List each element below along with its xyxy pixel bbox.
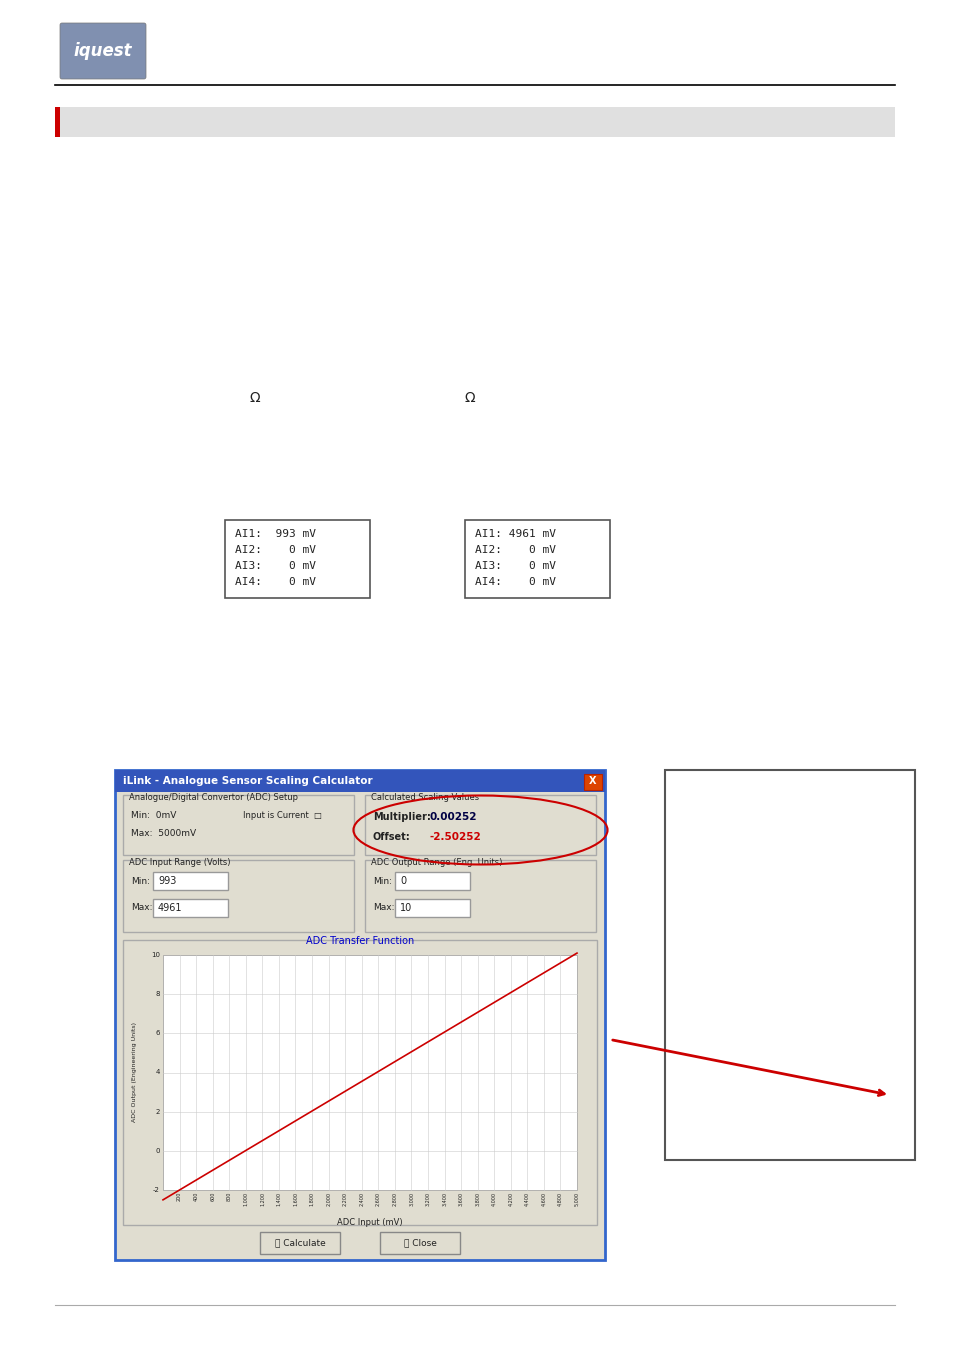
Text: Input is Current  □: Input is Current □ — [243, 811, 321, 820]
Bar — [55, 107, 60, 136]
Text: Ω: Ω — [464, 390, 475, 405]
Text: AI2:    0 mV: AI2: 0 mV — [234, 544, 315, 555]
Text: Offset:: Offset: — [373, 832, 411, 842]
Text: 600: 600 — [210, 1192, 215, 1201]
Bar — [395, 898, 470, 917]
Text: 2,000: 2,000 — [326, 1192, 331, 1206]
Text: 993: 993 — [158, 875, 176, 886]
Bar — [152, 871, 228, 890]
Bar — [583, 774, 601, 790]
Text: 1,200: 1,200 — [259, 1192, 265, 1206]
Text: 1,400: 1,400 — [276, 1192, 281, 1206]
Text: 2: 2 — [155, 1109, 160, 1115]
Bar — [664, 770, 914, 1161]
Text: 4,200: 4,200 — [508, 1192, 513, 1206]
Text: Min:: Min: — [131, 878, 150, 886]
Text: 200: 200 — [177, 1192, 182, 1201]
Text: AI4:    0 mV: AI4: 0 mV — [234, 577, 315, 586]
Bar — [225, 520, 370, 598]
Text: Max:: Max: — [131, 904, 152, 912]
Text: 1,600: 1,600 — [293, 1192, 297, 1206]
Text: 800: 800 — [227, 1192, 232, 1201]
Bar — [464, 520, 609, 598]
Bar — [379, 1232, 459, 1254]
Text: 4,800: 4,800 — [558, 1192, 562, 1206]
Bar — [365, 794, 596, 855]
Text: 6: 6 — [155, 1031, 160, 1036]
Text: 3,800: 3,800 — [475, 1192, 479, 1206]
Text: Min:: Min: — [373, 878, 392, 886]
Text: 2,800: 2,800 — [392, 1192, 396, 1206]
Text: AI1:  993 mV: AI1: 993 mV — [234, 530, 315, 539]
Text: 10: 10 — [399, 902, 412, 913]
Text: 3,200: 3,200 — [425, 1192, 430, 1206]
Text: ADC Transfer Function: ADC Transfer Function — [306, 936, 414, 946]
Bar — [115, 770, 604, 1260]
Bar — [365, 861, 596, 932]
Text: 0.00252: 0.00252 — [430, 812, 477, 821]
Text: 400: 400 — [193, 1192, 198, 1201]
Text: 4,000: 4,000 — [491, 1192, 497, 1206]
Text: 4961: 4961 — [158, 902, 182, 913]
Text: 3,400: 3,400 — [441, 1192, 447, 1206]
Text: 8: 8 — [155, 992, 160, 997]
Text: Min:  0mV: Min: 0mV — [131, 811, 176, 820]
Bar — [123, 794, 354, 855]
Text: 0: 0 — [399, 875, 406, 886]
Text: AI3:    0 mV: AI3: 0 mV — [234, 561, 315, 571]
Bar — [123, 940, 597, 1225]
Text: ADC Input (mV): ADC Input (mV) — [336, 1219, 402, 1227]
Text: 4: 4 — [155, 1070, 160, 1075]
Text: Multiplier:: Multiplier: — [373, 812, 431, 821]
Text: ADC Input Range (Volts): ADC Input Range (Volts) — [129, 858, 231, 867]
Text: -2.50252: -2.50252 — [430, 832, 481, 842]
Bar — [260, 1232, 339, 1254]
Text: iLink - Analogue Sensor Scaling Calculator: iLink - Analogue Sensor Scaling Calculat… — [123, 775, 373, 786]
Text: 2,400: 2,400 — [359, 1192, 364, 1206]
Text: AI3:    0 mV: AI3: 0 mV — [475, 561, 556, 571]
Text: 4,600: 4,600 — [540, 1192, 546, 1206]
Text: 🖳 Close: 🖳 Close — [403, 1239, 436, 1247]
Text: 1,000: 1,000 — [243, 1192, 248, 1206]
Text: Max:: Max: — [373, 904, 395, 912]
Text: iquest: iquest — [73, 42, 132, 59]
FancyBboxPatch shape — [60, 23, 146, 78]
Text: 3,600: 3,600 — [458, 1192, 463, 1206]
Text: AI4:    0 mV: AI4: 0 mV — [475, 577, 556, 586]
Text: 0: 0 — [155, 1148, 160, 1154]
Text: 🖳 Calculate: 🖳 Calculate — [274, 1239, 325, 1247]
Bar — [163, 955, 577, 1190]
Text: ADC Output (Engineering Units): ADC Output (Engineering Units) — [132, 1023, 137, 1123]
Bar — [152, 898, 228, 917]
Bar — [123, 861, 354, 932]
Bar — [55, 107, 894, 136]
Text: Analogue/Digital Convertor (ADC) Setup: Analogue/Digital Convertor (ADC) Setup — [129, 793, 297, 802]
Text: 2,600: 2,600 — [375, 1192, 380, 1206]
Bar — [395, 871, 470, 890]
Text: Calculated Scaling Values: Calculated Scaling Values — [371, 793, 478, 802]
Text: 1,800: 1,800 — [309, 1192, 314, 1206]
Text: AI1: 4961 mV: AI1: 4961 mV — [475, 530, 556, 539]
Text: Ω: Ω — [250, 390, 260, 405]
Text: 4,400: 4,400 — [524, 1192, 529, 1206]
Text: X: X — [589, 775, 597, 786]
Text: 2,200: 2,200 — [342, 1192, 347, 1206]
Text: 10: 10 — [151, 952, 160, 958]
Text: -2: -2 — [153, 1188, 160, 1193]
Text: AI2:    0 mV: AI2: 0 mV — [475, 544, 556, 555]
Text: Max:  5000mV: Max: 5000mV — [131, 828, 196, 838]
Text: 3,000: 3,000 — [409, 1192, 414, 1206]
Text: ADC Output Range (Eng. Units): ADC Output Range (Eng. Units) — [371, 858, 502, 867]
Text: 5,000: 5,000 — [574, 1192, 578, 1206]
Bar — [115, 770, 604, 792]
